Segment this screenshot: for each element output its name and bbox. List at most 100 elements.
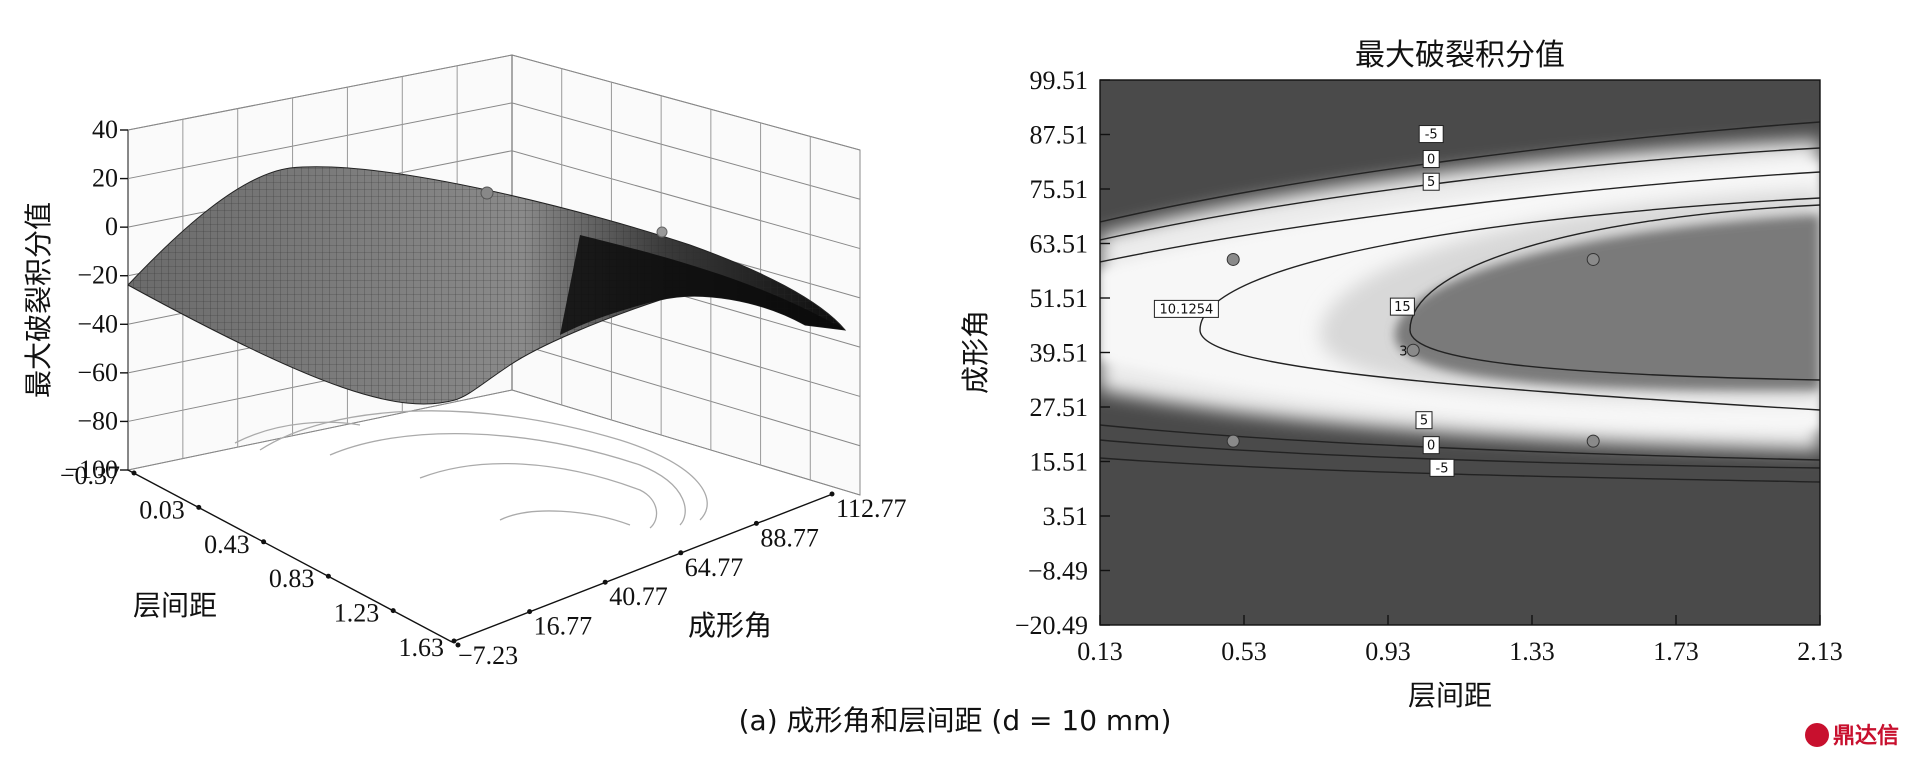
- z-gridline: [127, 54, 861, 151]
- x-tick: [325, 573, 331, 579]
- watermark-text: 鼎达信: [1833, 723, 1899, 749]
- z-tick-label: −40: [77, 309, 118, 338]
- contour-level-label: 15: [1394, 300, 1411, 315]
- contour-y-axis-label: 成形角: [959, 310, 992, 394]
- x-tick-label: 0.43: [204, 530, 250, 559]
- contour-level-box: [1389, 297, 1415, 316]
- surface-chart: 40 20 0 −20 −40 −60 −80 −100 −0.37 0.03 0.43 0.83 1…: [22, 54, 907, 670]
- x-tick-label: 0.03: [139, 495, 185, 524]
- watermark: 鼎达信: [1805, 723, 1899, 749]
- y-tick-label: 88.77: [760, 523, 819, 552]
- surface-y-tick-labels: −7.23 16.77 40.77 64.77 88.77 112.77: [458, 494, 907, 670]
- z-tick-label: −100: [64, 455, 118, 484]
- design-point-label: 3: [1399, 344, 1407, 359]
- contour-x-tick-label: 1.73: [1653, 637, 1699, 666]
- contour-level-box: [1153, 299, 1219, 318]
- surface-z-tick-labels: 40 20 0 −20 −40 −60 −80 −100: [64, 115, 118, 484]
- contour-y-tick-label: 27.51: [1030, 393, 1089, 422]
- y-tick: [678, 550, 684, 556]
- contour-design-point: [1226, 252, 1240, 266]
- contour-x-tick-label: 2.13: [1797, 637, 1843, 666]
- x-tick: [261, 539, 267, 545]
- response-surface: [127, 166, 847, 405]
- x-tick-label: 1.23: [334, 599, 380, 628]
- z-tick-label: −60: [77, 358, 118, 387]
- surface-x-axis-label: 层间距: [133, 589, 217, 622]
- z-gridline: [127, 102, 861, 200]
- contour-y-tick-label: 3.51: [1043, 502, 1089, 531]
- contour-y-tick-label: −20.49: [1015, 611, 1088, 640]
- figure-caption: (a) 成形角和层间距 (d = 10 mm): [739, 704, 1172, 737]
- x-tick-label: 0.83: [269, 564, 315, 593]
- contour-x-tick-label: 0.93: [1365, 637, 1411, 666]
- z-tick-label: −20: [77, 261, 118, 290]
- surface-z-axis-label: 最大破裂积分值: [22, 202, 55, 398]
- contour-field: [1100, 80, 1820, 625]
- contour-y-tick-label: 99.51: [1030, 66, 1089, 95]
- contour-design-point: [1406, 343, 1420, 357]
- contour-design-point: [1226, 434, 1240, 448]
- contour-y-tick-label: 51.51: [1030, 284, 1089, 313]
- surface-axes: [127, 469, 831, 643]
- contour-x-tick-label: 0.53: [1221, 637, 1267, 666]
- contour-level-label: 10.1254: [1160, 302, 1214, 317]
- contour-level-label: -5: [1436, 461, 1449, 476]
- x-tick-label: 1.63: [399, 633, 445, 662]
- contour-level-box: [1415, 411, 1433, 430]
- contour-title: 最大破裂积分值: [1355, 38, 1565, 73]
- contour-level-label: -5: [1425, 128, 1438, 143]
- contour-y-tick-label: 39.51: [1030, 339, 1089, 368]
- contour-level-label: 0: [1427, 153, 1435, 168]
- contour-y-tick-label: 63.51: [1030, 230, 1089, 259]
- x-tick: [131, 470, 137, 476]
- surface-x-tick-labels: −0.37 0.03 0.43 0.83 1.23 1.63: [60, 461, 444, 662]
- contour-level-box: [1429, 458, 1455, 477]
- x-tick-label: −0.37: [60, 461, 120, 490]
- z-tick-label: 40: [92, 115, 118, 144]
- contour-y-tick-label: 87.51: [1030, 121, 1089, 150]
- contour-y-tick-label: −8.49: [1028, 557, 1088, 586]
- contour-level-box: [1418, 125, 1444, 144]
- x-tick: [455, 642, 461, 648]
- watermark-logo-icon: [1805, 723, 1829, 747]
- y-tick-label: 40.77: [609, 582, 668, 611]
- design-point: [480, 186, 494, 200]
- y-tick: [602, 579, 608, 585]
- contour-design-point: [1586, 434, 1600, 448]
- contour-level-box: [1422, 436, 1440, 455]
- contour-level-label: 5: [1427, 175, 1435, 190]
- contour-level-label: 5: [1420, 414, 1428, 429]
- y-tick-label: −7.23: [458, 641, 518, 670]
- contour-y-tick-label: 15.51: [1030, 448, 1089, 477]
- design-point: [656, 226, 668, 238]
- y-tick-label: 112.77: [836, 494, 907, 523]
- z-tick-label: 0: [105, 212, 118, 241]
- contour-level-box: [1422, 150, 1440, 169]
- y-tick: [527, 609, 533, 615]
- surface-tick-marks: [120, 129, 835, 648]
- contour-design-point: [1586, 252, 1600, 266]
- contour-x-axis-label: 层间距: [1408, 679, 1492, 712]
- x-tick: [196, 504, 202, 510]
- contour-ticks: 0.13 0.53 0.93 1.33 1.73 2.13 99.51 87.51 75.51 6…: [1015, 66, 1843, 666]
- y-tick: [753, 520, 759, 526]
- contour-y-tick-label: 75.51: [1030, 175, 1089, 204]
- contour-level-label: 0: [1427, 439, 1435, 454]
- contour-x-tick-label: 0.13: [1077, 637, 1123, 666]
- x-tick: [390, 608, 396, 614]
- y-tick: [451, 638, 457, 644]
- y-tick: [829, 491, 835, 497]
- contour-lines: [1100, 121, 1820, 483]
- z-tick-label: −80: [77, 406, 118, 435]
- y-tick-label: 16.77: [534, 612, 593, 641]
- z-gridline: [127, 389, 861, 496]
- contour-design-points: 3: [1226, 252, 1600, 448]
- y-tick-label: 64.77: [685, 553, 744, 582]
- contour-x-tick-label: 1.33: [1509, 637, 1555, 666]
- z-tick-label: 20: [92, 164, 118, 193]
- surface-y-axis-label: 成形角: [688, 609, 772, 642]
- contour-level-box: [1422, 172, 1440, 191]
- surface-floor-contours: [234, 410, 708, 529]
